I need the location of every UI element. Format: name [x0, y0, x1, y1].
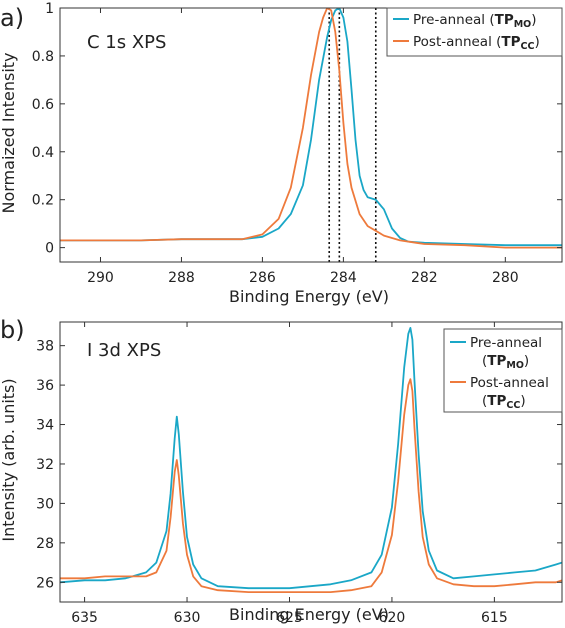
legend-bold: TP: [487, 393, 506, 409]
y-tick-label: 0: [45, 241, 54, 257]
legend-bold: TP: [495, 12, 514, 28]
legend-entry-2: (TPMO): [482, 353, 529, 371]
x-tick-label: 286: [249, 270, 276, 286]
chart-title: C 1s XPS: [87, 32, 166, 53]
y-tick-label: 26: [36, 575, 54, 591]
legend-close: ): [531, 12, 536, 28]
x-tick-label: 288: [168, 270, 195, 286]
legend-text: Pre-anneal (: [413, 12, 495, 28]
legend: Pre-anneal (TPMO) Post-anneal (TPCC): [443, 328, 563, 413]
legend-text: Pre-anneal: [470, 335, 542, 351]
legend-text: Post-anneal: [470, 375, 549, 391]
chart-panel-b: 635 630 625 620 615 26 28 30 32 34 36 38 Binding Ene…: [0, 316, 563, 626]
y-axis-label: Normaized Intensity: [0, 52, 18, 213]
x-tick-label: 280: [492, 270, 519, 286]
x-axis-label: Binding Energy (eV): [229, 605, 389, 624]
legend-close: ): [524, 353, 529, 369]
chart-title: I 3d XPS: [87, 340, 161, 361]
y-tick-label: 0.4: [32, 145, 54, 161]
plot-frame: [59, 7, 563, 263]
legend-sub: CC: [521, 41, 535, 52]
legend-close: ): [520, 393, 525, 409]
series-line-post-anneal: [60, 8, 562, 249]
y-tick-label: 32: [36, 457, 54, 473]
legend-entry-2: (TPCC): [482, 393, 526, 411]
panel-label: b): [0, 316, 25, 344]
legend-box: [386, 7, 563, 57]
series-line-post-anneal: [60, 378, 562, 593]
x-tick-label: 284: [330, 270, 357, 286]
legend-sub: MO: [506, 360, 524, 371]
y-tick-label: 28: [36, 536, 54, 552]
legend-bold: TP: [501, 34, 520, 50]
legend-entry: Post-anneal: [470, 375, 549, 391]
y-tick-label: 38: [36, 339, 54, 355]
y-tick-label: 0.6: [32, 97, 54, 113]
legend-sub: MO: [514, 19, 532, 30]
y-tick-label: 36: [36, 378, 54, 394]
legend-sub: CC: [506, 400, 520, 411]
legend-bold: TP: [487, 353, 506, 369]
y-tick-label: 34: [36, 418, 54, 434]
x-tick-label: 615: [481, 610, 508, 626]
y-tick-label: 30: [36, 496, 54, 512]
x-tick-label: 630: [174, 610, 201, 626]
plot-frame: [59, 321, 563, 603]
y-tick-label: 0.8: [32, 49, 54, 65]
panel-label: a): [0, 4, 24, 32]
x-tick-label: 282: [411, 270, 438, 286]
x-tick-label: 635: [71, 610, 98, 626]
legend-entry: Post-anneal (TPCC): [413, 34, 540, 52]
chart-panel-a: 290 288 286 284 282 280 0 0.2 0.4 0.6 0.8 1 Binding …: [0, 1, 563, 306]
y-axis-label: Intensity (arb. units): [0, 378, 18, 541]
legend-close: ): [534, 34, 539, 50]
y-tick-label: 0.2: [32, 193, 54, 209]
x-tick-label: 625: [276, 610, 303, 626]
x-tick-label: 290: [87, 270, 114, 286]
x-tick-label: 620: [379, 610, 406, 626]
x-axis-label: Binding Energy (eV): [229, 287, 389, 306]
legend-entry: Pre-anneal (TPMO): [413, 12, 537, 30]
legend-entry: Pre-anneal: [470, 335, 542, 351]
series-line-pre-anneal: [60, 326, 562, 590]
legend: Pre-anneal (TPMO)Post-anneal (TPCC): [386, 7, 563, 57]
legend-text: Post-anneal (: [413, 34, 501, 50]
y-tick-label: 1: [45, 1, 54, 17]
